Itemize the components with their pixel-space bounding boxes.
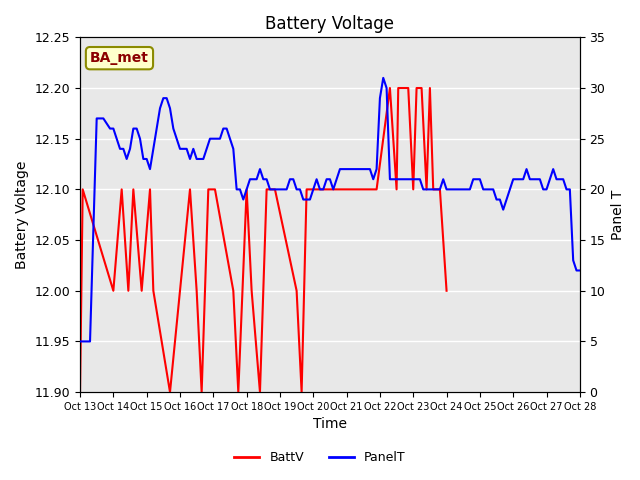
X-axis label: Time: Time <box>313 418 347 432</box>
Text: BA_met: BA_met <box>90 51 149 65</box>
Y-axis label: Battery Voltage: Battery Voltage <box>15 160 29 269</box>
Title: Battery Voltage: Battery Voltage <box>266 15 394 33</box>
Legend: BattV, PanelT: BattV, PanelT <box>229 446 411 469</box>
Y-axis label: Panel T: Panel T <box>611 190 625 240</box>
